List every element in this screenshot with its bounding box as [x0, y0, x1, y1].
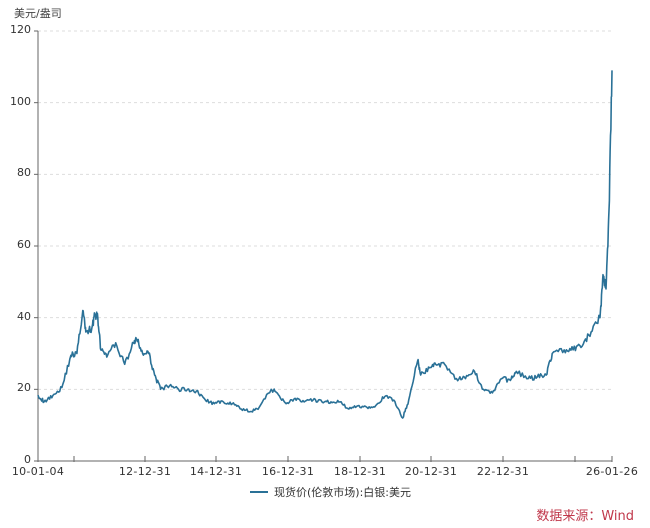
gridlines	[38, 30, 612, 390]
y-tick-label: 120	[10, 23, 31, 36]
x-tick-label: 12-12-31	[118, 465, 172, 478]
x-tick-label: 26-01-26	[585, 465, 639, 478]
axis-ticks	[34, 30, 613, 462]
x-tick-label: 22-12-31	[476, 465, 530, 478]
x-tick-label: 14-12-31	[189, 465, 243, 478]
x-tick-label: 16-12-31	[261, 465, 315, 478]
y-tick-label: 20	[17, 381, 31, 395]
x-tick-label: 10-01-04	[11, 465, 65, 478]
data-source-label: 数据来源：Wind	[536, 509, 634, 524]
y-tick-label: 80	[17, 166, 31, 180]
silver-price-line	[37, 70, 613, 419]
y-tick-label: 40	[17, 309, 31, 323]
y-tick-label: 60	[17, 238, 31, 251]
x-tick-label: 20-12-31	[404, 465, 458, 478]
y-tick-label: 100	[10, 94, 31, 108]
legend-line-swatch-icon	[250, 491, 268, 493]
x-tick-label: 18-12-31	[333, 465, 387, 478]
y-tick-label: 0	[24, 453, 31, 466]
legend-label: 现货价(伦敦市场):白银:美元	[274, 486, 411, 499]
legend[interactable]: 现货价(伦敦市场):白银:美元	[250, 484, 411, 500]
y-axis-unit-label: 美元/盎司	[14, 7, 62, 20]
